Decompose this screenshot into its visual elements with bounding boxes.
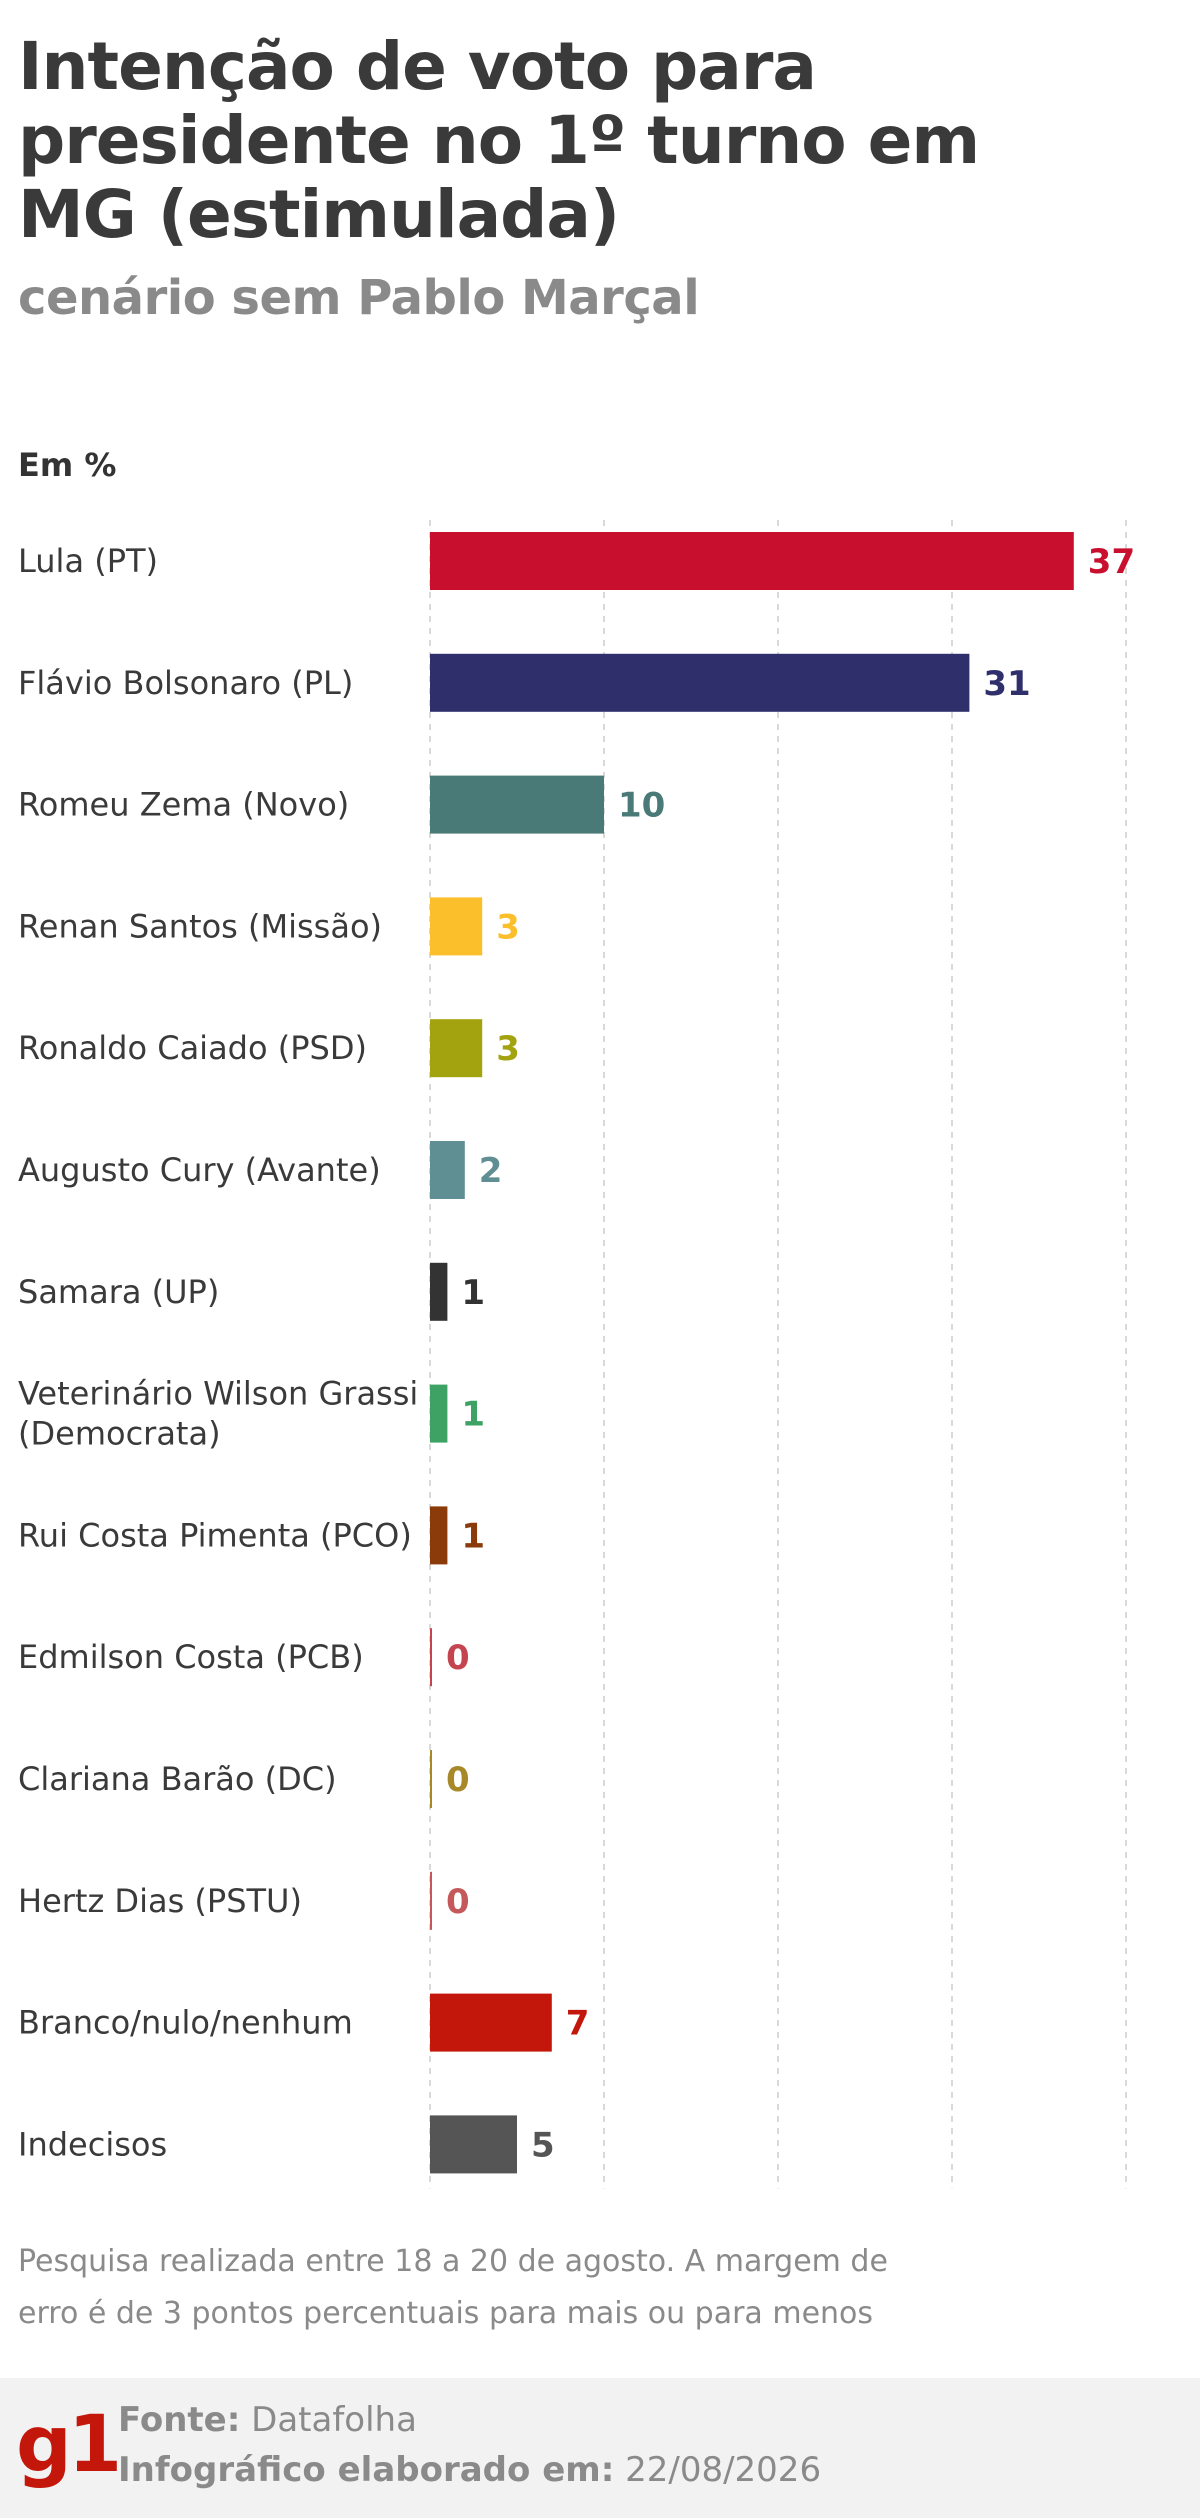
bar bbox=[430, 1019, 483, 1078]
value-label: 3 bbox=[496, 907, 520, 947]
bar bbox=[430, 1262, 448, 1321]
category-label: Augusto Cury (Avante) bbox=[18, 1151, 381, 1189]
category-label: Clariana Barão (DC) bbox=[18, 1760, 337, 1798]
value-label: 2 bbox=[479, 1151, 503, 1191]
bar bbox=[430, 1141, 465, 1199]
value-label: 7 bbox=[566, 2004, 590, 2044]
bar bbox=[430, 532, 1074, 590]
methodology-note: Pesquisa realizada entre 18 a 20 de agos… bbox=[18, 2244, 888, 2331]
g1-logo: g1 bbox=[16, 2400, 122, 2490]
date-value: 22/08/2026 bbox=[625, 2450, 822, 2490]
source-label: Fonte: bbox=[118, 2400, 241, 2440]
bar bbox=[430, 2115, 517, 2174]
category-label: Romeu Zema (Novo) bbox=[18, 786, 349, 824]
bar bbox=[430, 1871, 432, 1930]
value-label: 1 bbox=[461, 1395, 485, 1435]
value-label: 10 bbox=[618, 786, 665, 826]
value-label: 1 bbox=[461, 1516, 485, 1556]
category-label: Ronaldo Caiado (PSD) bbox=[18, 1029, 367, 1067]
bar bbox=[430, 775, 604, 834]
value-label: 37 bbox=[1088, 542, 1135, 582]
bar bbox=[430, 1993, 552, 2052]
category-label: Indecisos bbox=[18, 2125, 167, 2163]
value-label: 5 bbox=[531, 2125, 555, 2165]
category-label: Lula (PT) bbox=[18, 542, 158, 580]
value-label: 31 bbox=[983, 664, 1030, 704]
category-label: Veterinário Wilson Grassi (Democrata) bbox=[18, 1375, 418, 1453]
category-label: Renan Santos (Missão) bbox=[18, 907, 382, 945]
source-value: Datafolha bbox=[251, 2400, 417, 2440]
bar bbox=[430, 1506, 448, 1565]
chart-subtitle: cenário sem Pablo Marçal bbox=[18, 270, 700, 326]
source-line: Fonte: Datafolha bbox=[118, 2398, 417, 2442]
value-label: 1 bbox=[461, 1273, 485, 1313]
category-label: Rui Costa Pimenta (PCO) bbox=[18, 1516, 412, 1554]
date-label: Infográfico elaborado em: bbox=[118, 2450, 615, 2490]
bar bbox=[430, 1628, 432, 1687]
bar bbox=[430, 653, 970, 712]
value-label: 0 bbox=[446, 1760, 470, 1800]
value-label: 0 bbox=[446, 1638, 470, 1678]
category-label: Flávio Bolsonaro (PL) bbox=[18, 664, 353, 702]
bar bbox=[430, 897, 483, 956]
category-label: Samara (UP) bbox=[18, 1273, 219, 1311]
bar bbox=[430, 1750, 432, 1808]
unit-label: Em % bbox=[18, 446, 117, 484]
chart-title: Intenção de voto para presidente no 1º t… bbox=[18, 28, 980, 253]
value-label: 0 bbox=[446, 1882, 470, 1922]
value-label: 3 bbox=[496, 1029, 520, 1069]
category-label: Branco/nulo/nenhum bbox=[18, 2004, 353, 2042]
category-label: Edmilson Costa (PCB) bbox=[18, 1638, 364, 1676]
category-label: Hertz Dias (PSTU) bbox=[18, 1882, 302, 1920]
bar bbox=[430, 1384, 448, 1443]
footer: g1 Fonte: Datafolha Infográfico elaborad… bbox=[0, 2378, 1200, 2518]
date-line: Infográfico elaborado em: 22/08/2026 bbox=[118, 2448, 821, 2492]
